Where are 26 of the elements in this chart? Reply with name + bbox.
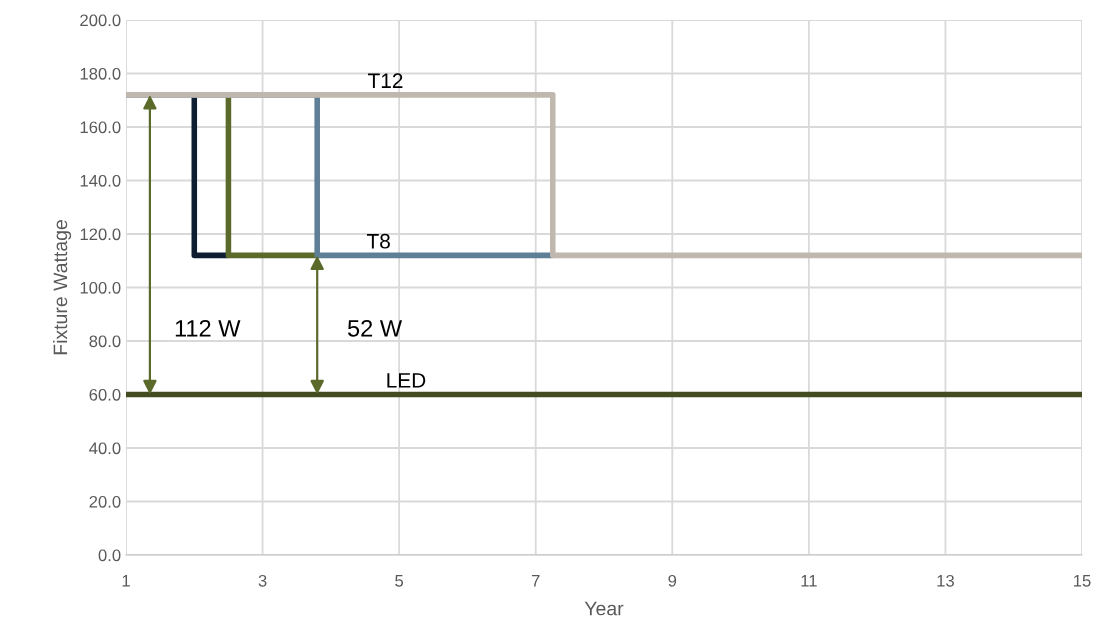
y-tick-label: 140.0 bbox=[80, 174, 121, 187]
y-tick-label: 180.0 bbox=[80, 67, 121, 80]
y-axis-title: Fixture Wattage bbox=[52, 220, 72, 355]
x-tick-label: 9 bbox=[668, 574, 677, 587]
y-tick-label: 160.0 bbox=[80, 121, 121, 134]
y-tick-label: 200.0 bbox=[80, 14, 121, 27]
x-axis-title: Year bbox=[584, 601, 624, 616]
y-tick-label: 80.0 bbox=[89, 335, 121, 348]
annotation: 52 W bbox=[347, 319, 403, 337]
y-tick-label: 60.0 bbox=[89, 388, 121, 401]
y-tick-label: 0.0 bbox=[98, 549, 121, 562]
x-tick-label: 13 bbox=[937, 574, 954, 587]
x-tick-label: 1 bbox=[122, 575, 130, 587]
y-tick-label: 20.0 bbox=[89, 495, 121, 508]
x-tick-label: 3 bbox=[258, 574, 267, 587]
x-tick-label: 7 bbox=[531, 575, 540, 587]
x-tick-label: 15 bbox=[1074, 575, 1091, 587]
y-tick-label: 40.0 bbox=[89, 442, 121, 455]
y-tick-label: 100.0 bbox=[80, 281, 121, 294]
annotation: T12 bbox=[368, 73, 403, 88]
x-tick-label: 5 bbox=[395, 575, 404, 587]
y-tick-label: 120.0 bbox=[80, 228, 121, 241]
annotation: T8 bbox=[366, 233, 390, 249]
annotation: 112 W bbox=[175, 319, 241, 337]
series-label: LED bbox=[387, 373, 426, 388]
x-tick-label: 11 bbox=[801, 575, 817, 587]
